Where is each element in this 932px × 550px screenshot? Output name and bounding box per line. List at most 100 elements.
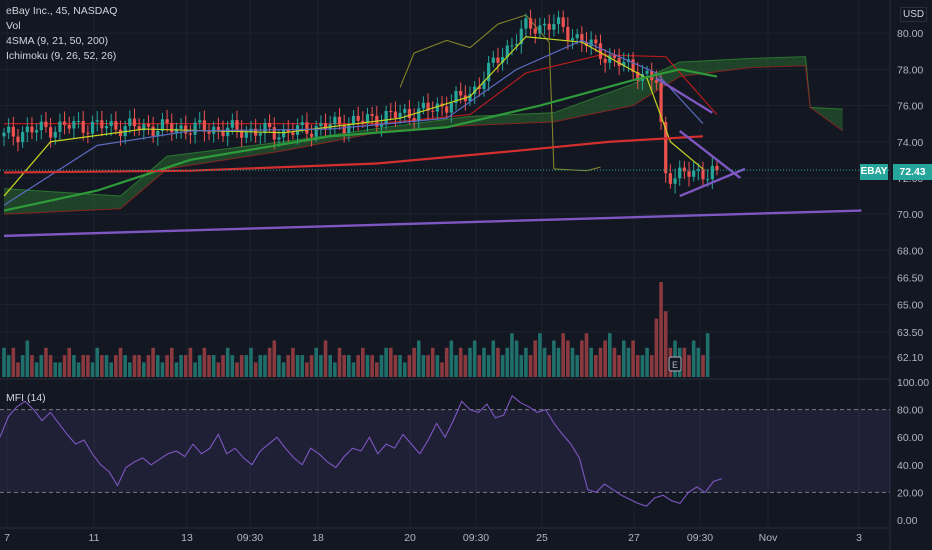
candle-body — [407, 108, 412, 118]
candle-body — [137, 126, 141, 131]
cloud-segment — [437, 120, 443, 128]
volume-bar — [16, 362, 20, 377]
legend-volume[interactable]: Vol — [6, 20, 21, 32]
candle-body — [365, 114, 370, 123]
volume-bar — [53, 362, 58, 377]
candle-body — [524, 18, 528, 29]
cloud-segment — [87, 194, 93, 211]
cloud-segment — [525, 113, 531, 124]
volume-bar — [72, 355, 76, 377]
candle-body — [361, 120, 365, 123]
volume-bar — [132, 355, 137, 377]
volume-bar — [76, 362, 81, 377]
cloud-segment — [97, 194, 102, 210]
ichimoku-span-b — [3, 65, 844, 215]
ticker-tag: EBAY — [860, 164, 888, 180]
cloud-segment — [246, 145, 251, 157]
volume-bar — [603, 340, 607, 377]
candle-body — [370, 114, 374, 116]
candle-body — [417, 108, 421, 121]
volume-bar — [547, 355, 552, 377]
time-tick-label: 09:30 — [687, 532, 713, 544]
earnings-marker-letter: E — [672, 360, 678, 370]
time-tick-label: Nov — [759, 532, 778, 544]
candle-body — [198, 120, 202, 123]
volume-bar — [705, 333, 710, 377]
cloud-segment — [553, 111, 559, 122]
volume-bar — [482, 347, 486, 377]
volume-bar — [663, 311, 668, 377]
cloud-segment — [22, 189, 28, 214]
candle-body — [300, 122, 304, 126]
candle-body — [44, 121, 48, 128]
currency-badge[interactable]: USD — [900, 7, 928, 22]
volume-bar — [39, 355, 44, 377]
cloud-segment — [539, 113, 545, 123]
candle-body — [566, 26, 570, 41]
candle-body — [678, 167, 682, 179]
cloud-segment — [530, 113, 536, 123]
candle-body — [547, 23, 551, 30]
mfi-title: MFI (14) — [6, 392, 46, 404]
volume-bar — [342, 355, 346, 377]
cloud-segment — [796, 56, 801, 67]
cloud-segment — [269, 142, 275, 153]
volume-bar — [25, 340, 30, 377]
cloud-segment — [740, 58, 745, 69]
cloud-segment — [814, 107, 820, 115]
candle-body — [351, 115, 356, 125]
cloud-segment — [828, 108, 834, 125]
volume-bar — [90, 362, 95, 377]
candle-body — [515, 44, 519, 46]
time-tick-label: 11 — [89, 532, 100, 544]
cloud-segment — [707, 60, 713, 73]
cloud-segment — [633, 81, 638, 106]
cloud-segment — [157, 160, 163, 177]
candle-body — [342, 124, 346, 134]
volume-bar — [621, 340, 626, 377]
candle-body — [170, 123, 174, 133]
volume-bar — [631, 340, 635, 377]
volume-bar — [109, 362, 113, 377]
candle-body — [696, 169, 700, 171]
legend-ichimoku[interactable]: Ichimoku (9, 26, 52, 26) — [6, 50, 117, 62]
candle-body — [323, 123, 328, 130]
candle-body — [184, 125, 188, 134]
cloud-segment — [605, 92, 610, 112]
volume-bar — [528, 355, 533, 377]
cloud-segment — [800, 56, 806, 66]
candle-body — [454, 90, 458, 103]
volume-bar — [542, 347, 547, 377]
sma-line-4 — [3, 135, 704, 174]
candle-body — [426, 102, 430, 111]
earnings-marker — [668, 356, 682, 372]
candle-body — [86, 132, 90, 134]
cloud-segment — [176, 154, 182, 168]
volume-bar — [649, 355, 654, 377]
cloud-segment — [428, 121, 433, 129]
price-tick-label: 80.00 — [897, 28, 923, 40]
volume-bar — [267, 347, 272, 377]
candle-body — [636, 71, 640, 81]
cloud-segment — [754, 58, 759, 68]
price-tick-label: 63.50 — [897, 327, 923, 339]
candle-body — [645, 70, 649, 74]
candle-body — [305, 122, 309, 134]
cloud-segment — [749, 58, 755, 68]
candle-body — [449, 102, 453, 113]
mfi-legend[interactable]: MFI (14) — [6, 391, 46, 406]
volume-bar — [114, 355, 118, 377]
cloud-segment — [497, 115, 503, 125]
volume-bar — [202, 347, 207, 377]
volume-bar — [375, 362, 379, 377]
cloud-segment — [744, 58, 750, 69]
cloud-segment — [13, 189, 18, 214]
cloud-segment — [400, 124, 405, 130]
candle-body — [528, 18, 533, 29]
volume-bar — [416, 340, 421, 377]
candle-body — [263, 122, 267, 134]
volume-bar — [635, 355, 640, 377]
cloud-segment — [521, 113, 526, 124]
legend-sma[interactable]: 4SMA (9, 21, 50, 200) — [6, 35, 109, 47]
